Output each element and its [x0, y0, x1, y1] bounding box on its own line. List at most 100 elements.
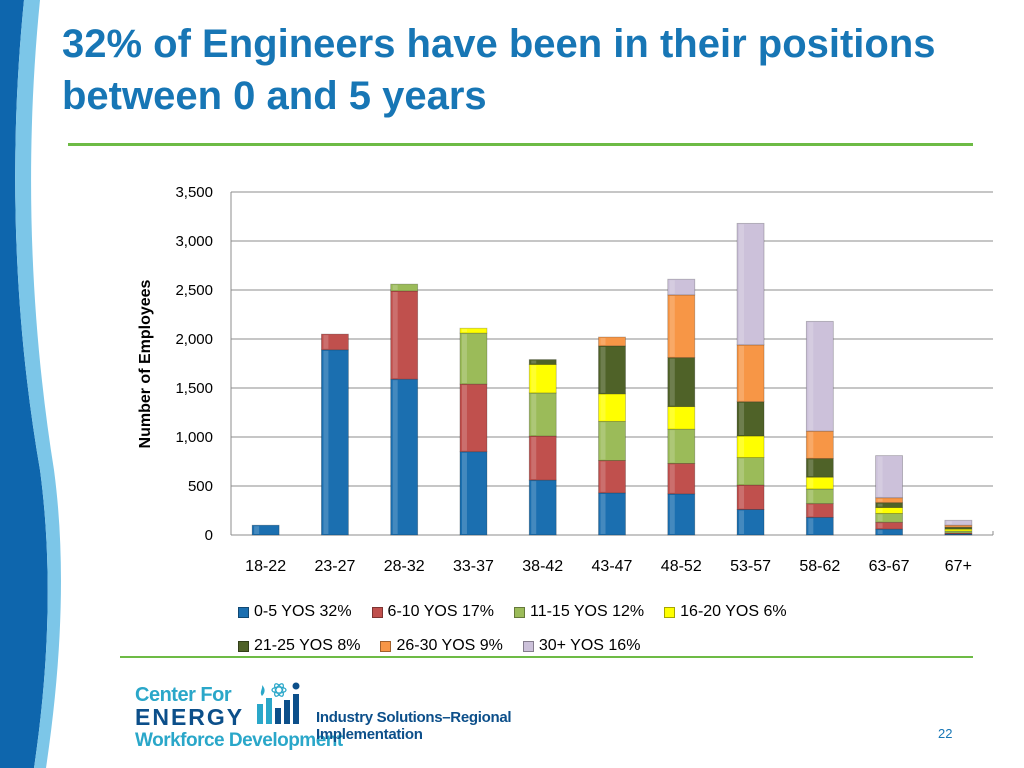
- bar-segment: [528, 392, 557, 437]
- legend-label: 6-10 YOS 17%: [387, 603, 494, 620]
- bar-highlight: [877, 514, 883, 522]
- legend-label: 11-15 YOS 12%: [529, 603, 645, 620]
- bar-highlight: [254, 526, 260, 534]
- bar-segment: [390, 290, 419, 380]
- bar-highlight: [600, 346, 606, 393]
- energy-icons-logo: [257, 682, 300, 724]
- bar-highlight: [600, 422, 606, 460]
- bar-highlight: [669, 407, 675, 429]
- legend-label: 26-30 YOS 9%: [396, 637, 503, 654]
- x-tick-label: 53-57: [730, 558, 771, 575]
- side-swoosh-decoration: [0, 0, 61, 768]
- bar-highlight: [877, 503, 883, 507]
- bar-highlight: [669, 494, 675, 534]
- legend-swatch: [664, 606, 676, 618]
- bar-highlight: [877, 530, 883, 534]
- x-tick-label: 38-42: [522, 558, 563, 575]
- bar-highlight: [808, 489, 814, 503]
- bar-highlight: [461, 452, 467, 534]
- y-tick-label: 2,000: [175, 331, 213, 348]
- bar-highlight: [739, 437, 745, 457]
- bar-segment: [944, 533, 973, 536]
- logo-tagline: Industry Solutions–Regional Implementati…: [316, 709, 512, 743]
- bar-segment: [598, 393, 626, 422]
- bar-highlight: [877, 498, 883, 502]
- bar-highlight: [531, 365, 537, 392]
- bar-highlight: [877, 523, 883, 529]
- y-tick-label: 3,500: [175, 184, 213, 201]
- bar-highlight: [739, 402, 745, 436]
- bar-segment: [459, 327, 488, 334]
- x-tick-label: 33-37: [453, 558, 494, 575]
- legend-label: 0-5 YOS 32%: [254, 603, 352, 620]
- legend-swatch: [238, 640, 249, 652]
- bar-segment: [736, 222, 765, 346]
- legend-label: 30+ YOS 16%: [538, 637, 641, 654]
- bar-segment: [667, 278, 696, 296]
- bar-highlight: [877, 508, 883, 513]
- y-axis-label: Number of Employees: [137, 279, 154, 448]
- bar-highlight: [531, 481, 537, 534]
- bar-segment: [736, 484, 765, 510]
- bar-highlight: [808, 504, 814, 517]
- bar-highlight: [739, 458, 745, 485]
- bar-segment: [667, 493, 696, 536]
- bar-highlight: [669, 295, 675, 357]
- bar-segment: [598, 492, 626, 536]
- bar-segment: [667, 428, 696, 464]
- bar-highlight: [669, 464, 675, 493]
- y-tick-label: 0: [205, 527, 213, 544]
- bar-highlight: [808, 478, 814, 488]
- bar-highlight: [669, 358, 675, 406]
- bar-highlight: [600, 493, 606, 534]
- bar-segment: [321, 349, 349, 536]
- bar-highlight: [461, 385, 467, 451]
- bar-highlight: [392, 380, 398, 534]
- bar-highlight: [739, 345, 745, 401]
- x-tick-label: 48-52: [661, 558, 702, 575]
- x-tick-label: 67+: [945, 558, 972, 575]
- y-tick-label: 500: [188, 478, 213, 495]
- bar-highlight: [669, 280, 675, 294]
- bar-segment: [736, 509, 765, 536]
- bar-highlight: [323, 350, 329, 534]
- bar-highlight: [739, 510, 745, 534]
- bar-highlight: [531, 360, 537, 364]
- bar-segment: [321, 333, 349, 351]
- y-tick-label: 1,000: [175, 429, 213, 446]
- x-tick-label: 23-27: [314, 558, 355, 575]
- bar-highlight: [461, 329, 467, 333]
- bar-segment: [736, 344, 765, 403]
- page-number: 22: [938, 726, 953, 741]
- bar-segment: [598, 345, 626, 395]
- bar-highlight: [600, 394, 606, 421]
- bar-highlight: [461, 334, 467, 384]
- bar-segment: [736, 457, 765, 486]
- y-tick-label: 1,500: [175, 380, 213, 397]
- footer-divider: [120, 656, 973, 658]
- legend-label: 16-20 YOS 6%: [680, 603, 787, 620]
- bar-segment: [251, 524, 280, 536]
- logo-line-2: ENERGY: [135, 704, 245, 730]
- legend-swatch: [371, 606, 383, 618]
- bar-segment: [390, 378, 419, 536]
- logo-line-1: Center For: [135, 684, 232, 706]
- cewd-logo: Center For ENERGY Workforce Development …: [135, 680, 575, 755]
- bar-segment: [944, 519, 973, 526]
- chart-legend: 0-5 YOS 32% 6-10 YOS 17% 11-15 YOS 12% 16-2…: [238, 595, 938, 663]
- bar-segment: [875, 455, 903, 499]
- bar-highlight: [808, 322, 814, 431]
- x-tick-label: 28-32: [384, 558, 425, 575]
- x-tick-label: 63-67: [869, 558, 910, 575]
- legend-swatch: [238, 606, 249, 618]
- bar-segment: [667, 357, 696, 408]
- bar-highlight: [392, 291, 398, 379]
- bar-highlight: [739, 486, 745, 509]
- legend-item: 26-30 YOS 9%: [380, 637, 503, 655]
- bar-highlight: [669, 430, 675, 463]
- bar-highlight: [739, 224, 745, 344]
- bar-highlight: [808, 432, 814, 458]
- legend-swatch: [522, 640, 534, 652]
- legend-item: 6-10 YOS 17%: [371, 603, 494, 621]
- legend-swatch: [380, 640, 392, 652]
